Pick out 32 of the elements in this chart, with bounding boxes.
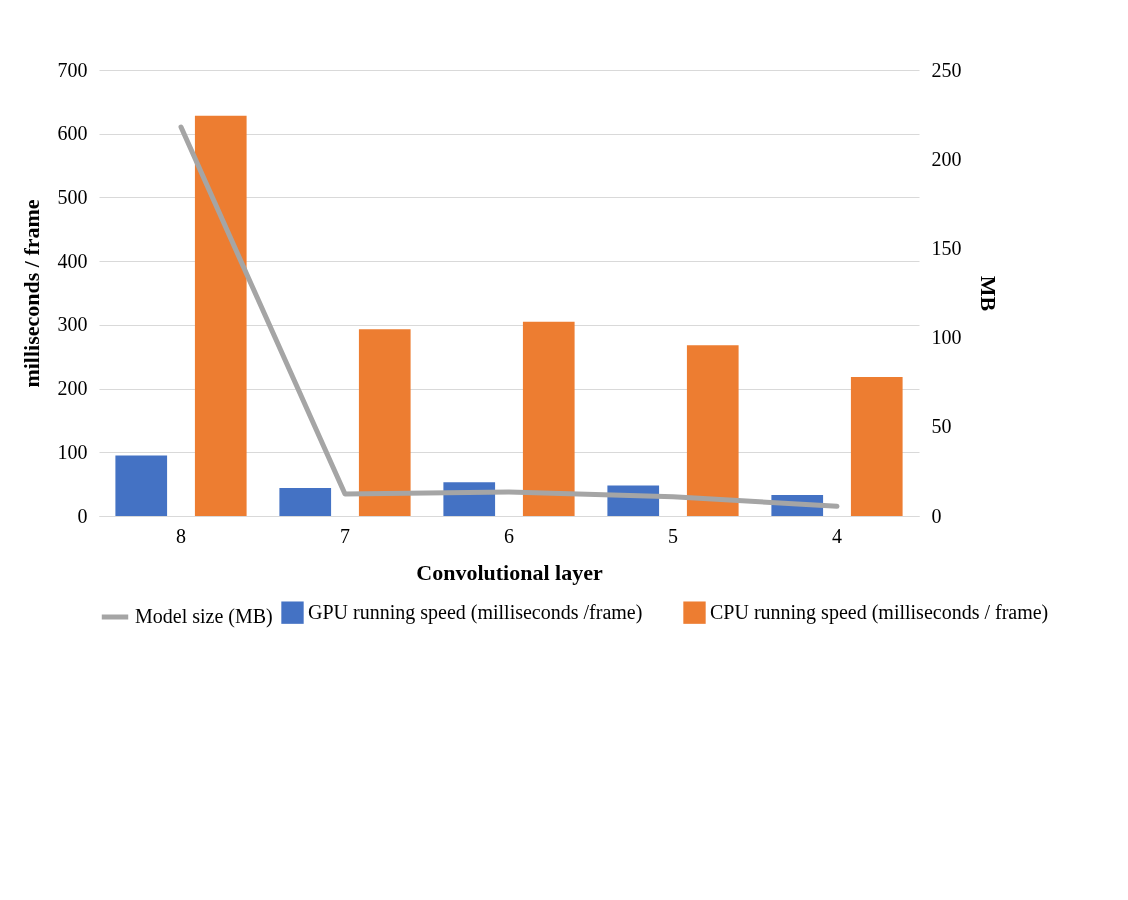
x-tick-label: 6: [504, 524, 514, 547]
y2-axis-title: MB: [975, 275, 1001, 312]
y2-tick-label: 200: [931, 147, 962, 170]
bar: [850, 377, 903, 516]
y2-tick-label: 150: [931, 236, 962, 259]
bar: [686, 345, 739, 516]
x-tick-label: 8: [176, 524, 186, 547]
y-tick-label: 600: [57, 122, 88, 145]
y2-tick-label: 50: [931, 415, 952, 438]
y-tick-label: 100: [57, 440, 88, 463]
x-tick-label: 7: [340, 524, 350, 547]
y-tick-label: 400: [57, 249, 88, 272]
y-tick-label: 500: [57, 185, 88, 208]
bar: [279, 487, 332, 516]
y2-tick-label: 250: [931, 58, 962, 81]
y-tick-label: 0: [77, 504, 88, 527]
y-tick-label: 300: [57, 313, 88, 336]
x-axis-title: Convolutional layer: [416, 559, 603, 585]
y-tick-label: 200: [57, 377, 88, 400]
bar: [115, 455, 168, 516]
bar: [522, 321, 575, 516]
y2-tick-label: 0: [931, 504, 942, 527]
legend-label: Model size (MB): [135, 605, 273, 628]
y-axis-title: milliseconds / frame: [18, 199, 44, 388]
bar: [194, 115, 247, 516]
y2-tick-label: 100: [931, 326, 962, 349]
bar: [358, 329, 411, 516]
x-tick-label: 4: [832, 524, 842, 547]
y-tick-label: 700: [57, 58, 88, 81]
legend-label: GPU running speed (milliseconds /frame): [308, 600, 643, 624]
legend-label: CPU running speed (milliseconds / frame): [710, 600, 1049, 624]
x-tick-label: 5: [668, 524, 678, 547]
